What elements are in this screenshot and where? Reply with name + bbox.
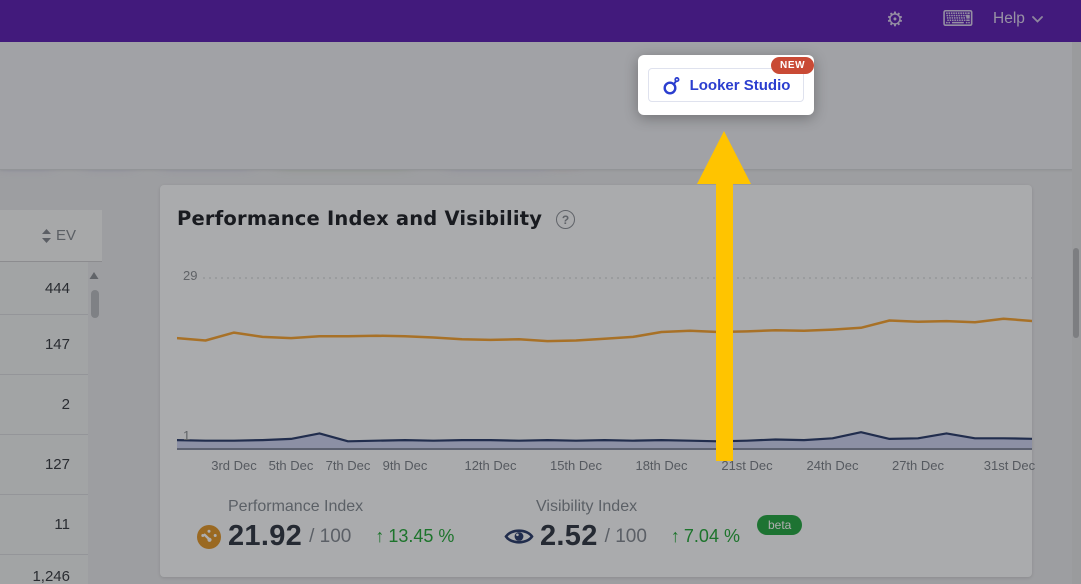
new-badge: NEW [771, 57, 815, 74]
x-tick-label: 21st Dec [721, 458, 773, 473]
table-scrollbar-thumb[interactable] [91, 290, 99, 318]
x-tick-label: 24th Dec [806, 458, 859, 473]
looker-studio-button[interactable]: Looker Studio [648, 68, 804, 102]
table-row-ev-value: 444 [0, 262, 88, 315]
x-tick-label: 9th Dec [382, 458, 428, 473]
help-tooltip-icon[interactable]: ? [556, 210, 575, 229]
table-row-ev-value: 1,246 [0, 555, 88, 584]
visibility-index-stat: Visibility Index 2.52 / 100 ↑ 7.04 % [504, 498, 740, 553]
x-tick-label: 27th Dec [891, 458, 945, 473]
page-header [0, 42, 1081, 170]
performance-line [175, 317, 1034, 343]
eye-icon [504, 529, 534, 544]
chart-canvas [175, 277, 1034, 450]
x-tick-label: 15th Dec [549, 458, 603, 473]
beta-badge: beta [757, 515, 803, 535]
performance-index-value: 21.92 [228, 520, 303, 552]
ev-column-values: 444 147 2 127 11 1,246 [0, 262, 88, 584]
settings-gear-icon[interactable]: ⚙ [886, 9, 904, 31]
visibility-index-change: ↑ 7.04 % [670, 526, 740, 546]
visibility-line [175, 431, 1034, 443]
y-axis-bottom-label: 1 [183, 428, 191, 443]
looker-studio-label: Looker Studio [689, 76, 791, 94]
ev-header-label: EV [55, 227, 76, 244]
visibility-index-denominator: / 100 [604, 525, 647, 547]
x-tick-label: 5th Dec [268, 458, 314, 473]
table-row-ev-value: 147 [0, 315, 88, 375]
chart-title: Performance Index and Visibility [177, 207, 543, 230]
looker-studio-icon [663, 76, 680, 95]
ev-column-header[interactable]: EV [0, 210, 102, 262]
performance-index-change: ↑ 13.45 % [375, 526, 455, 546]
keyboard-icon[interactable]: ⌨ [942, 6, 974, 31]
line-chart-plot: 29 1 [175, 260, 1034, 455]
visibility-index-label: Visibility Index [536, 498, 638, 515]
table-scroll-up-arrow[interactable] [89, 271, 99, 280]
performance-index-denominator: / 100 [309, 525, 352, 547]
table-row-ev-value: 11 [0, 495, 88, 555]
x-tick-label: 7th Dec [325, 458, 371, 473]
increase-arrow-icon: ↑ [375, 526, 385, 546]
sort-icon [41, 228, 51, 243]
help-menu[interactable]: Help [993, 10, 1043, 28]
x-axis-tick-labels: 3rd Dec 5th Dec 7th Dec 9th Dec 12th Dec 15th… [177, 458, 1036, 476]
performance-index-stat: Performance Index 21.92 / 100 ↑ 13.45 % [196, 498, 454, 553]
x-tick-label: 12th Dec [464, 458, 517, 473]
performance-visibility-card: Performance Index and Visibility ? 29 1 … [160, 185, 1036, 577]
x-tick-label: 3rd Dec [211, 458, 257, 473]
looker-studio-spotlight-card: Looker Studio NEW [638, 55, 815, 115]
keywords-table-partial: EV 444 147 2 127 11 1,246 [0, 170, 102, 584]
top-navigation-bar: ⚙ ⌨ Help [0, 0, 1081, 42]
help-label: Help [993, 10, 1025, 27]
gauge-icon [197, 524, 221, 549]
x-tick-label: 31st Dec [983, 458, 1036, 473]
table-row-ev-value: 2 [0, 375, 88, 435]
increase-arrow-icon: ↑ [670, 526, 680, 546]
y-axis-top-label: 29 [183, 268, 198, 283]
chevron-down-icon [1031, 15, 1043, 23]
table-row-ev-value: 127 [0, 435, 88, 495]
x-tick-label: 18th Dec [635, 458, 688, 473]
annotation-arrow [697, 131, 751, 461]
performance-index-label: Performance Index [228, 498, 364, 515]
visibility-index-value: 2.52 [540, 520, 598, 552]
window-scrollbar-thumb[interactable] [1073, 248, 1079, 338]
